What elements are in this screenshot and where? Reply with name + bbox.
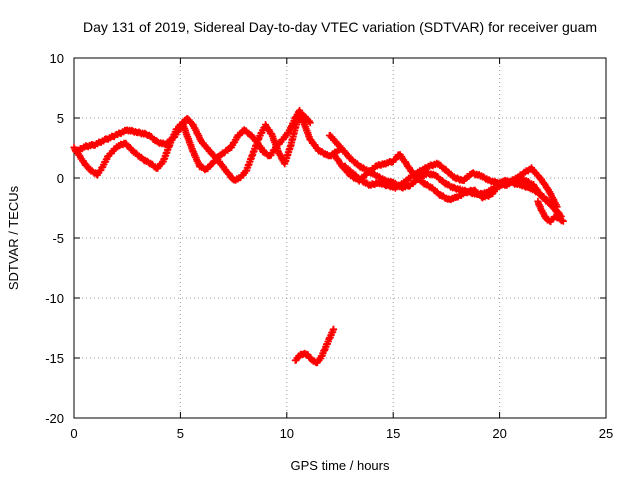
y-tick-label: -10 [45, 291, 64, 306]
y-tick-label: 0 [57, 171, 64, 186]
series-track-b [72, 111, 314, 184]
x-tick-label: 15 [386, 426, 400, 441]
y-tick-label: -20 [45, 411, 64, 426]
x-tick-label: 25 [599, 426, 613, 441]
x-tick-label: 0 [70, 426, 77, 441]
chart-title: Day 131 of 2019, Sidereal Day-to-day VTE… [83, 19, 597, 35]
grid-lines [74, 58, 606, 418]
series-track-f [534, 197, 567, 226]
y-tick-labels: 10 5 0 -5 -10 -15 -20 [45, 51, 64, 426]
y-tick-label: -5 [52, 231, 64, 246]
x-axis-label: GPS time / hours [291, 458, 390, 473]
x-tick-label: 5 [177, 426, 184, 441]
series-track-e [340, 159, 561, 211]
y-tick-label: 10 [50, 51, 64, 66]
tick-marks [73, 57, 607, 419]
x-tick-labels: 0 5 10 15 20 25 [70, 426, 613, 441]
series-track-g [291, 325, 338, 367]
x-tick-label: 10 [280, 426, 294, 441]
y-tick-label: 5 [57, 111, 64, 126]
y-tick-label: -15 [45, 351, 64, 366]
y-axis-label: SDTVAR / TECUs [6, 185, 21, 290]
data-series [70, 106, 567, 367]
x-tick-label: 20 [492, 426, 506, 441]
